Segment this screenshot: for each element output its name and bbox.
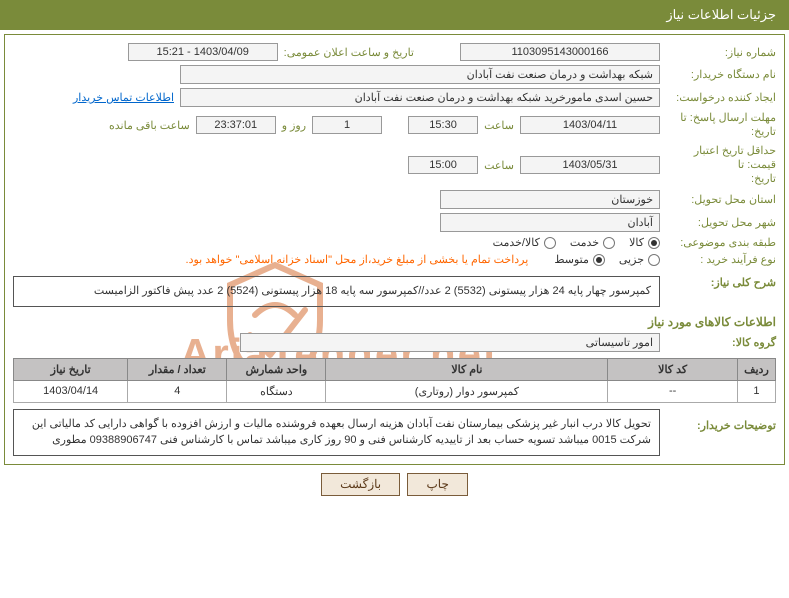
- table-header-row: ردیف کد کالا نام کالا واحد شمارش تعداد /…: [14, 358, 776, 380]
- requester-label: ایجاد کننده درخواست:: [666, 91, 776, 104]
- category-radio-0[interactable]: کالا: [629, 236, 660, 249]
- category-radio-1[interactable]: خدمت: [570, 236, 615, 249]
- radio-icon: [648, 254, 660, 266]
- deadline-label: مهلت ارسال پاسخ: تاتاریخ:: [666, 111, 776, 140]
- col-qty: تعداد / مقدار: [128, 358, 227, 380]
- goods-section-title: اطلاعات کالاهای مورد نیاز: [13, 315, 776, 329]
- process-label: نوع فرآیند خرید :: [666, 253, 776, 266]
- process-note: پرداخت تمام یا بخشی از مبلغ خرید،از محل …: [186, 253, 529, 266]
- button-bar: چاپ بازگشت: [0, 473, 789, 496]
- group-label: گروه کالا:: [666, 336, 776, 349]
- print-button[interactable]: چاپ: [407, 473, 467, 496]
- col-code: کد کالا: [608, 358, 738, 380]
- category-label: طبقه بندی موضوعی:: [666, 236, 776, 249]
- goods-table: ردیف کد کالا نام کالا واحد شمارش تعداد /…: [13, 358, 776, 403]
- deadline-remain-label: ساعت باقی مانده: [109, 119, 190, 132]
- cell-unit: دستگاه: [227, 380, 326, 402]
- col-name: نام کالا: [326, 358, 608, 380]
- validity-label: حداقل تاریخ اعتبار قیمت: تاتاریخ:: [666, 144, 776, 187]
- cell-date: 1403/04/14: [14, 380, 128, 402]
- deadline-time: 15:30: [408, 116, 478, 134]
- table-row: 1 -- کمپرسور دوار (روتاری) دستگاه 4 1403…: [14, 380, 776, 402]
- validity-date: 1403/05/31: [520, 156, 660, 174]
- announce-value: 1403/04/09 - 15:21: [128, 43, 278, 61]
- process-radio-0[interactable]: جزیی: [619, 253, 660, 266]
- process-radio-group: جزیی متوسط: [554, 253, 660, 266]
- validity-time: 15:00: [408, 156, 478, 174]
- contact-link[interactable]: اطلاعات تماس خریدار: [73, 91, 174, 104]
- need-number-value: 1103095143000166: [460, 43, 660, 61]
- deadline-days: 1: [312, 116, 382, 134]
- requester-value: حسین اسدی مامورخرید شبکه بهداشت و درمان …: [180, 88, 660, 107]
- need-number-label: شماره نیاز:: [666, 46, 776, 59]
- category-radio-group: کالا خدمت کالا/خدمت: [493, 236, 660, 249]
- cell-row: 1: [737, 380, 775, 402]
- deadline-days-label: روز و: [282, 119, 306, 132]
- category-radio-2[interactable]: کالا/خدمت: [493, 236, 556, 249]
- deadline-date: 1403/04/11: [520, 116, 660, 134]
- main-panel: شماره نیاز: 1103095143000166 تاریخ و ساع…: [4, 34, 785, 465]
- radio-icon: [544, 237, 556, 249]
- back-button[interactable]: بازگشت: [321, 473, 400, 496]
- buyer-label: نام دستگاه خریدار:: [666, 68, 776, 81]
- deadline-time-label: ساعت: [484, 119, 514, 132]
- summary-box: کمپرسور چهار پایه 24 هزار پیستونی (5532)…: [13, 276, 660, 307]
- col-row: ردیف: [737, 358, 775, 380]
- cell-qty: 4: [128, 380, 227, 402]
- buyer-note-label: توضیحات خریدار:: [666, 409, 776, 432]
- announce-label: تاریخ و ساعت اعلان عمومی:: [284, 46, 414, 59]
- col-date: تاریخ نیاز: [14, 358, 128, 380]
- group-value: امور تاسیساتی: [240, 333, 660, 352]
- radio-icon: [603, 237, 615, 249]
- province-value: خوزستان: [440, 190, 660, 209]
- province-label: استان محل تحویل:: [666, 193, 776, 206]
- cell-code: --: [608, 380, 738, 402]
- panel-header: جزئیات اطلاعات نیاز: [0, 0, 789, 30]
- buyer-note-box: تحویل کالا درب انبار غیر پزشکی بیمارستان…: [13, 409, 660, 456]
- cell-name: کمپرسور دوار (روتاری): [326, 380, 608, 402]
- city-label: شهر محل تحویل:: [666, 216, 776, 229]
- validity-time-label: ساعت: [484, 159, 514, 172]
- summary-label: شرح کلی نیاز:: [666, 276, 776, 289]
- col-unit: واحد شمارش: [227, 358, 326, 380]
- buyer-value: شبکه بهداشت و درمان صنعت نفت آبادان: [180, 65, 660, 84]
- process-radio-1[interactable]: متوسط: [554, 253, 605, 266]
- radio-icon: [648, 237, 660, 249]
- deadline-remain: 23:37:01: [196, 116, 276, 134]
- panel-title: جزئیات اطلاعات نیاز: [666, 7, 776, 22]
- city-value: آبادان: [440, 213, 660, 232]
- radio-icon: [593, 254, 605, 266]
